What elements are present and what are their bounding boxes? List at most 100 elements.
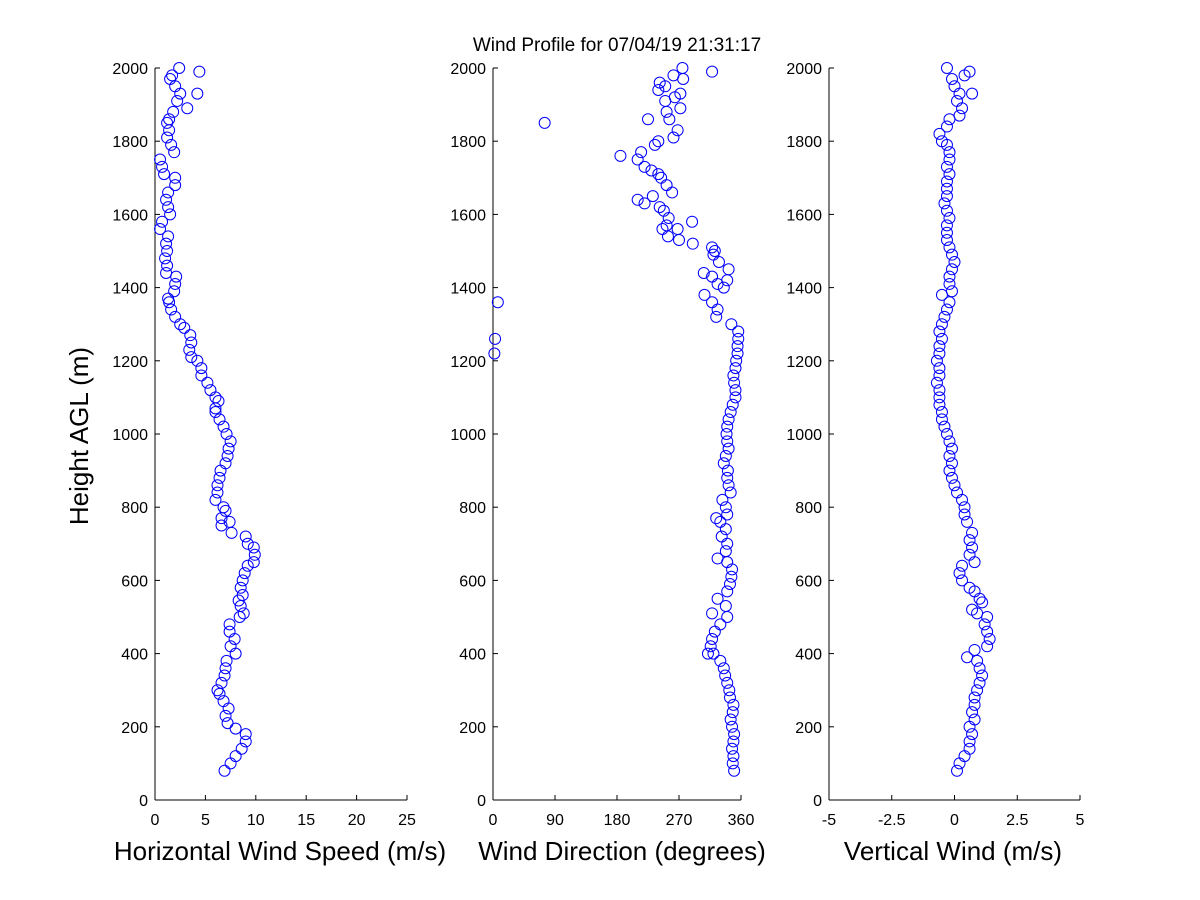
y-tick-label: 400	[795, 647, 822, 664]
data-point	[168, 285, 181, 298]
data-point	[721, 471, 734, 484]
data-point	[193, 65, 206, 78]
x-tick-label: -5	[822, 812, 836, 829]
data-point	[966, 603, 979, 616]
data-point	[220, 654, 233, 667]
data-point	[978, 618, 991, 631]
y-tick-label: 1000	[786, 427, 822, 444]
data-point	[945, 442, 958, 455]
x-tick-label: 10	[247, 812, 265, 829]
y-tick-label: 2000	[112, 61, 148, 78]
data-point	[963, 742, 976, 755]
data-point	[976, 596, 989, 609]
y-tick-label: 1400	[112, 281, 148, 298]
data-point	[156, 160, 169, 173]
data-point	[717, 457, 730, 470]
data-point	[686, 215, 699, 228]
y-tick-label: 400	[459, 647, 486, 664]
data-point	[966, 706, 979, 719]
data-point	[719, 545, 732, 558]
y-tick-label: 1400	[450, 281, 486, 298]
y-tick-label: 200	[121, 720, 148, 737]
data-point	[631, 153, 644, 166]
data-point	[201, 376, 214, 389]
data-point	[238, 567, 251, 580]
data-point	[663, 113, 676, 126]
data-point	[162, 201, 175, 214]
direction-x-axis-label: Wind Direction (degrees)	[478, 836, 766, 866]
data-point	[719, 501, 732, 514]
data-point	[727, 369, 740, 382]
y-tick-label: 1200	[112, 354, 148, 371]
data-point	[229, 750, 242, 763]
y-tick-label: 600	[795, 573, 822, 590]
data-point	[948, 479, 961, 492]
data-point	[943, 153, 956, 166]
y-tick-label: 600	[121, 573, 148, 590]
data-point	[489, 332, 502, 345]
data-point	[945, 263, 958, 276]
data-point	[706, 270, 719, 283]
data-point	[714, 654, 727, 667]
x-tick-label: 20	[348, 812, 366, 829]
data-point	[945, 248, 958, 261]
data-point	[653, 201, 666, 214]
data-point	[730, 354, 743, 367]
y-tick-label: 800	[459, 500, 486, 517]
data-point	[724, 406, 737, 419]
data-point	[717, 662, 730, 675]
data-point	[707, 647, 720, 660]
data-point	[723, 684, 736, 697]
data-point	[722, 442, 735, 455]
data-point	[706, 632, 719, 645]
data-point	[166, 69, 179, 82]
data-point	[961, 651, 974, 664]
data-point	[169, 310, 182, 323]
data-point	[209, 493, 222, 506]
data-point	[726, 720, 739, 733]
data-point	[721, 464, 734, 477]
data-point	[213, 413, 226, 426]
data-point	[646, 190, 659, 203]
data-point	[652, 83, 665, 96]
x-tick-label: 5	[1076, 812, 1085, 829]
data-point	[538, 116, 551, 129]
data-point	[727, 698, 740, 711]
y-tick-label: 800	[795, 500, 822, 517]
data-point	[237, 607, 250, 620]
data-point	[938, 197, 951, 210]
x-tick-label: 0	[950, 812, 959, 829]
data-point	[945, 471, 958, 484]
data-point	[721, 508, 734, 521]
data-point	[154, 223, 167, 236]
data-point	[162, 186, 175, 199]
data-point	[933, 384, 946, 397]
data-point	[976, 669, 989, 682]
data-point	[945, 457, 958, 470]
data-point	[726, 757, 739, 770]
data-point	[217, 420, 230, 433]
data-point	[721, 420, 734, 433]
y-tick-label: 800	[121, 500, 148, 517]
data-point	[159, 252, 172, 265]
data-point	[968, 643, 981, 656]
data-point	[657, 204, 670, 217]
data-point	[943, 449, 956, 462]
data-point	[173, 62, 186, 74]
data-point	[221, 717, 234, 730]
data-point	[698, 288, 711, 301]
data-point	[162, 230, 175, 243]
data-point	[708, 245, 721, 257]
data-point	[968, 713, 981, 726]
data-point	[723, 691, 736, 704]
data-point	[181, 102, 194, 115]
y-tick-label: 2000	[786, 61, 822, 78]
data-point	[656, 223, 669, 236]
y-tick-label: 400	[121, 647, 148, 664]
data-point	[671, 223, 684, 236]
x-tick-label: -2.5	[878, 812, 906, 829]
data-point	[221, 449, 234, 462]
data-point	[163, 113, 176, 126]
data-point	[215, 519, 228, 532]
